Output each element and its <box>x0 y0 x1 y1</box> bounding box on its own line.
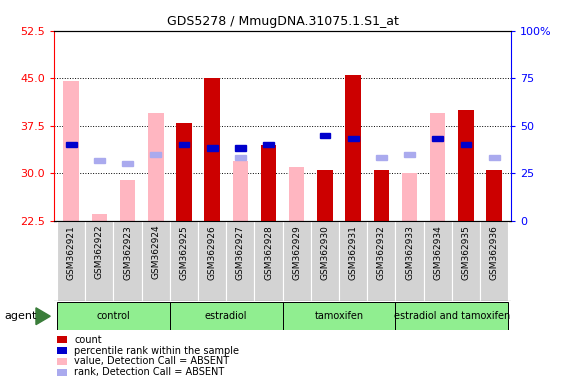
Bar <box>376 155 387 160</box>
Text: estradiol: estradiol <box>205 311 247 321</box>
Bar <box>142 221 170 301</box>
Polygon shape <box>36 308 50 324</box>
Text: GSM362926: GSM362926 <box>208 225 216 280</box>
Bar <box>404 152 415 157</box>
Text: GSM362934: GSM362934 <box>433 225 442 280</box>
Text: agent: agent <box>5 311 37 321</box>
Text: rank, Detection Call = ABSENT: rank, Detection Call = ABSENT <box>74 367 224 377</box>
Text: GSM362935: GSM362935 <box>461 225 471 280</box>
Bar <box>486 170 502 221</box>
Bar <box>283 302 396 330</box>
Bar <box>179 142 190 147</box>
Bar <box>57 302 170 330</box>
Bar <box>150 152 161 157</box>
Bar <box>148 113 163 221</box>
Text: GSM362927: GSM362927 <box>236 225 245 280</box>
Bar <box>204 78 220 221</box>
Bar <box>198 221 226 301</box>
Bar <box>263 142 274 147</box>
Bar <box>460 142 471 147</box>
Bar <box>432 136 443 141</box>
Text: GSM362928: GSM362928 <box>264 225 273 280</box>
Bar <box>345 75 361 221</box>
Text: control: control <box>96 311 130 321</box>
Bar <box>311 221 339 301</box>
Bar <box>66 142 77 147</box>
Title: GDS5278 / MmugDNA.31075.1.S1_at: GDS5278 / MmugDNA.31075.1.S1_at <box>167 15 399 28</box>
Bar <box>226 221 255 301</box>
Text: GSM362924: GSM362924 <box>151 225 160 280</box>
Text: GSM362931: GSM362931 <box>349 225 357 280</box>
Bar <box>91 214 107 221</box>
Bar <box>235 155 246 160</box>
Bar <box>396 302 508 330</box>
Bar <box>261 145 276 221</box>
Bar <box>176 122 192 221</box>
Bar <box>317 170 333 221</box>
Bar <box>452 221 480 301</box>
Bar <box>402 173 417 221</box>
Bar <box>396 221 424 301</box>
Bar <box>207 145 218 151</box>
Bar <box>255 221 283 301</box>
Text: count: count <box>74 335 102 345</box>
Bar <box>57 221 85 301</box>
Text: GSM362930: GSM362930 <box>320 225 329 280</box>
Text: percentile rank within the sample: percentile rank within the sample <box>74 346 239 356</box>
Text: GSM362922: GSM362922 <box>95 225 104 280</box>
Bar <box>480 221 508 301</box>
Bar <box>85 221 114 301</box>
Bar <box>170 302 283 330</box>
Bar <box>122 161 133 167</box>
Bar <box>339 221 367 301</box>
Text: GSM362925: GSM362925 <box>179 225 188 280</box>
Bar <box>424 221 452 301</box>
Text: GSM362923: GSM362923 <box>123 225 132 280</box>
Text: GSM362933: GSM362933 <box>405 225 414 280</box>
Bar <box>320 132 331 138</box>
Bar <box>430 113 445 221</box>
Text: GSM362932: GSM362932 <box>377 225 386 280</box>
Bar <box>373 170 389 221</box>
Bar <box>120 180 135 221</box>
Bar <box>458 110 474 221</box>
Text: GSM362929: GSM362929 <box>292 225 301 280</box>
Bar <box>94 158 105 163</box>
Text: GSM362936: GSM362936 <box>489 225 498 280</box>
Bar <box>114 221 142 301</box>
Bar <box>235 145 246 151</box>
Bar <box>367 221 396 301</box>
Text: tamoxifen: tamoxifen <box>315 311 364 321</box>
Bar <box>232 161 248 221</box>
Text: estradiol and tamoxifen: estradiol and tamoxifen <box>394 311 510 321</box>
Bar <box>63 81 79 221</box>
Bar <box>170 221 198 301</box>
Bar <box>289 167 304 221</box>
Text: GSM362921: GSM362921 <box>67 225 76 280</box>
Bar <box>348 136 359 141</box>
Bar <box>489 155 500 160</box>
Bar <box>283 221 311 301</box>
Text: value, Detection Call = ABSENT: value, Detection Call = ABSENT <box>74 356 230 366</box>
